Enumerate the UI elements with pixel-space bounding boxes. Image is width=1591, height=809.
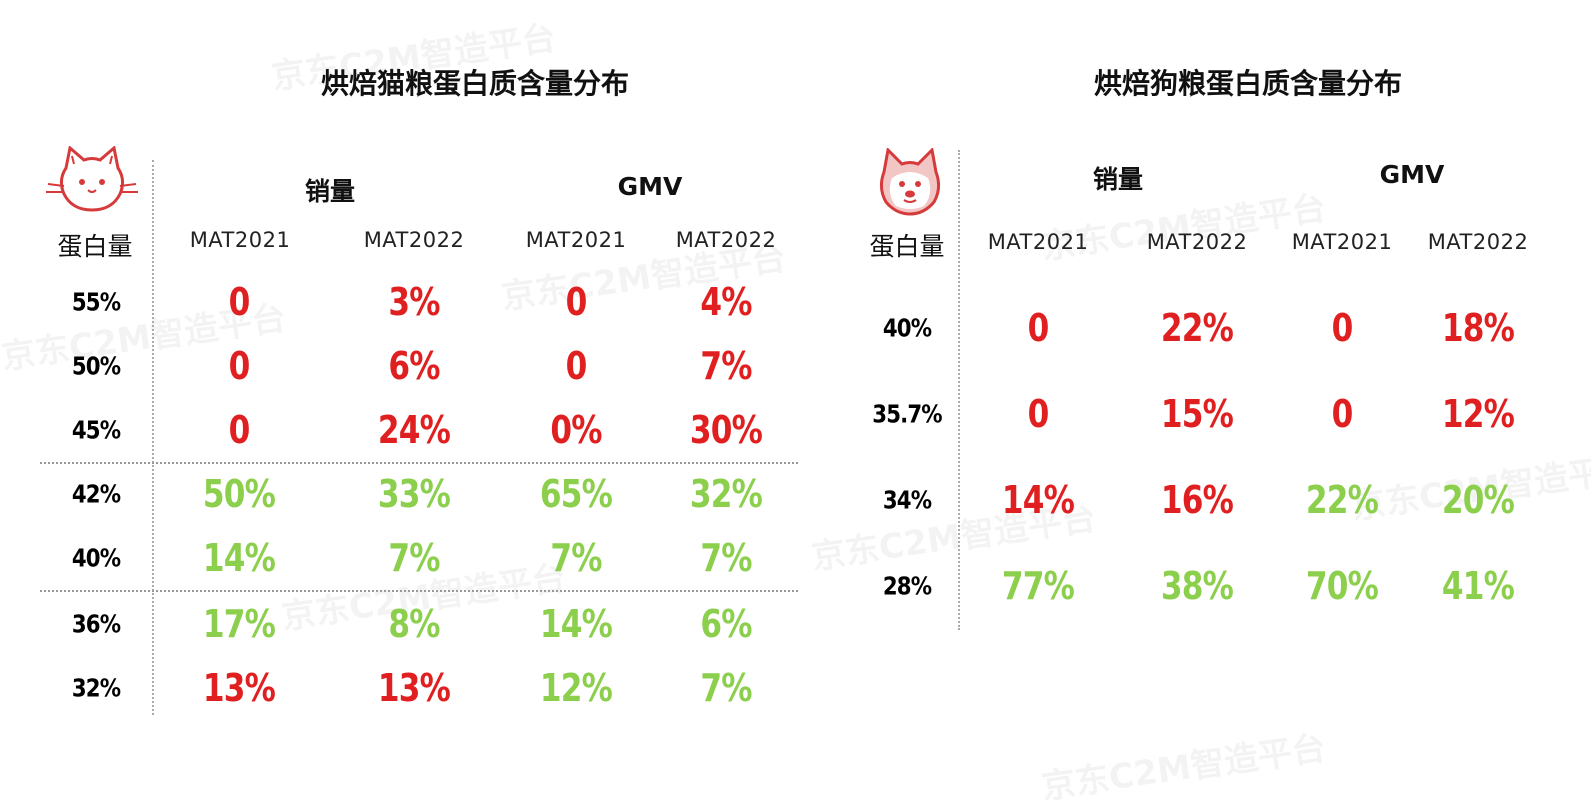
protein-level-label: 40%	[882, 313, 932, 343]
share-value-cell: 0	[565, 280, 588, 324]
divider	[152, 160, 154, 715]
group-header-sales: 销量	[1092, 165, 1143, 194]
share-value-cell: 14%	[1001, 478, 1075, 522]
share-value-cell: 17%	[202, 602, 276, 646]
share-value-cell: 0	[1331, 306, 1354, 350]
dog-face-icon	[879, 148, 941, 216]
divider	[40, 590, 798, 592]
chart-title: 烘焙猫粮蛋白质含量分布	[320, 67, 629, 100]
share-value-cell: 8%	[388, 602, 440, 646]
share-value-cell: 30%	[689, 408, 763, 452]
share-value-cell: 7%	[550, 536, 602, 580]
share-value-cell: 77%	[1001, 564, 1075, 608]
share-value-cell: 4%	[700, 280, 752, 324]
protein-level-label: 40%	[71, 543, 121, 573]
share-value-cell: 13%	[377, 666, 451, 710]
column-header: MAT2021	[987, 230, 1089, 254]
column-header: MAT2021	[1291, 230, 1393, 254]
share-value-cell: 7%	[388, 536, 440, 580]
row-header: 蛋白量	[869, 232, 945, 261]
share-value-cell: 0	[228, 408, 251, 452]
share-value-cell: 33%	[377, 472, 451, 516]
column-header: MAT2021	[525, 228, 627, 252]
row-header: 蛋白量	[57, 232, 133, 261]
share-value-cell: 65%	[539, 472, 613, 516]
share-value-cell: 0	[1027, 306, 1050, 350]
watermark: 京东C2M智造平台	[1038, 720, 1328, 808]
column-header: MAT2022	[1427, 230, 1529, 254]
share-value-cell: 50%	[202, 472, 276, 516]
share-value-cell: 6%	[388, 344, 440, 388]
share-value-cell: 0	[228, 344, 251, 388]
share-value-cell: 7%	[700, 666, 752, 710]
protein-level-label: 28%	[882, 571, 932, 601]
protein-level-label: 32%	[71, 673, 121, 703]
share-value-cell: 14%	[539, 602, 613, 646]
share-value-cell: 18%	[1441, 306, 1515, 350]
share-value-cell: 0	[565, 344, 588, 388]
share-value-cell: 32%	[689, 472, 763, 516]
column-header: MAT2022	[1146, 230, 1248, 254]
cat-face-icon	[46, 146, 138, 212]
share-value-cell: 7%	[700, 344, 752, 388]
divider	[958, 150, 960, 630]
protein-level-label: 45%	[71, 415, 121, 445]
share-value-cell: 7%	[700, 536, 752, 580]
column-header: MAT2022	[675, 228, 777, 252]
share-value-cell: 15%	[1160, 392, 1234, 436]
share-value-cell: 12%	[1441, 392, 1515, 436]
column-header: MAT2021	[189, 228, 291, 252]
protein-level-label: 36%	[71, 609, 121, 639]
protein-level-label: 50%	[71, 351, 121, 381]
group-header-gmv: GMV	[617, 172, 683, 201]
share-value-cell: 38%	[1160, 564, 1234, 608]
chart-title: 烘焙狗粮蛋白质含量分布	[1093, 67, 1402, 100]
protein-level-label: 35.7%	[872, 399, 942, 429]
share-value-cell: 12%	[539, 666, 613, 710]
share-value-cell: 70%	[1305, 564, 1379, 608]
protein-level-label: 34%	[882, 485, 932, 515]
share-value-cell: 22%	[1160, 306, 1234, 350]
share-value-cell: 3%	[388, 280, 440, 324]
group-header-sales: 销量	[304, 177, 355, 206]
protein-level-label: 55%	[71, 287, 121, 317]
share-value-cell: 22%	[1305, 478, 1379, 522]
share-value-cell: 6%	[700, 602, 752, 646]
share-value-cell: 0%	[550, 408, 602, 452]
share-value-cell: 14%	[202, 536, 276, 580]
share-value-cell: 13%	[202, 666, 276, 710]
share-value-cell: 0	[1331, 392, 1354, 436]
protein-level-label: 42%	[71, 479, 121, 509]
group-header-gmv: GMV	[1379, 160, 1445, 189]
share-value-cell: 16%	[1160, 478, 1234, 522]
share-value-cell: 24%	[377, 408, 451, 452]
share-value-cell: 0	[1027, 392, 1050, 436]
share-value-cell: 41%	[1441, 564, 1515, 608]
share-value-cell: 20%	[1441, 478, 1515, 522]
share-value-cell: 0	[228, 280, 251, 324]
divider	[40, 462, 798, 464]
column-header: MAT2022	[363, 228, 465, 252]
